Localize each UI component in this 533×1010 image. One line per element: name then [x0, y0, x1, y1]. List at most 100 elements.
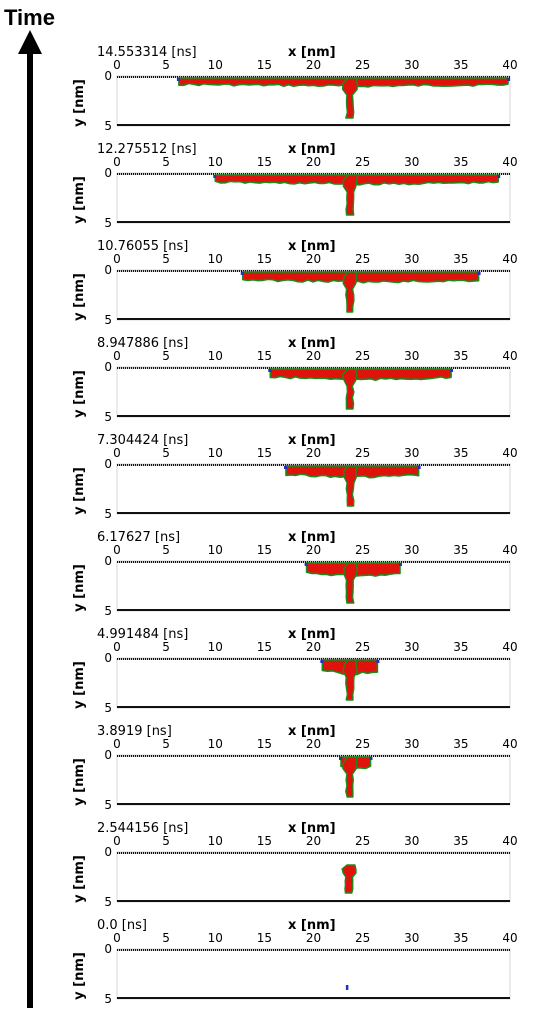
film-layer	[269, 368, 452, 381]
film-tip-left	[320, 660, 324, 663]
x-tick-label: 15	[257, 640, 272, 654]
panel-7: 3.8919 [ns] x [nm] 0 5 10 15 20 25 30 35 40 y [nm] 0…	[72, 724, 518, 812]
y-axis-title: y [nm]	[72, 176, 87, 224]
panel-8: 2.544156 [ns] x [nm] 0 5 10 15 20 25 30 35 40 y [nm…	[72, 821, 518, 909]
y-axis-title: y [nm]	[72, 273, 87, 321]
panel-6: 4.991484 [ns] x [nm] 0 5 10 15 20 25 30 35 40 y [nm…	[72, 627, 518, 715]
x-tick-label: 30	[404, 640, 419, 654]
film-tip-left	[268, 369, 272, 372]
y-tick-label: 5	[104, 992, 112, 1006]
x-tick-label: 5	[162, 349, 170, 363]
y-tick-label: 5	[104, 895, 112, 909]
x-tick-label: 25	[355, 834, 370, 848]
x-tick-label: 35	[453, 834, 468, 848]
plot-frame	[116, 754, 511, 806]
x-tick-label: 20	[306, 58, 321, 72]
x-tick-label: 10	[208, 58, 223, 72]
x-tick-label: 20	[306, 543, 321, 557]
stem-channel	[342, 659, 358, 701]
x-tick-label: 0	[113, 834, 121, 848]
x-tick-label: 30	[404, 834, 419, 848]
x-tick-label: 5	[162, 155, 170, 169]
panel-4: 7.304424 [ns] x [nm] 0 5 10 15 20 25 30 35 40 y [nm…	[72, 433, 518, 521]
x-tick-label: 15	[257, 446, 272, 460]
plot-frame	[116, 851, 511, 903]
x-tick-label: 35	[453, 58, 468, 72]
x-tick-label: 30	[404, 252, 419, 266]
panel-time-label: 2.544156 [ns]	[97, 821, 188, 836]
x-tick-label: 0	[113, 931, 121, 945]
x-tick-label: 40	[502, 58, 517, 72]
x-tick-label: 20	[306, 640, 321, 654]
x-tick-label: 20	[306, 446, 321, 460]
x-tick-label: 40	[502, 446, 517, 460]
panel-time-label: 10.76055 [ns]	[97, 239, 188, 254]
x-tick-label: 35	[453, 252, 468, 266]
x-tick-label: 0	[113, 446, 121, 460]
stem-channel	[342, 368, 358, 410]
x-tick-label: 40	[502, 155, 517, 169]
y-tick-label: 0	[104, 748, 112, 762]
x-tick-label: 30	[404, 446, 419, 460]
x-tick-label: 20	[306, 834, 321, 848]
x-tick-label: 25	[355, 349, 370, 363]
x-tick-label: 10	[208, 931, 223, 945]
x-tick-label: 35	[453, 155, 468, 169]
x-tick-label: 0	[113, 252, 121, 266]
panel-1: 12.275512 [ns] x [nm] 0 5 10 15 20 25 30 35 40 y [n…	[72, 142, 518, 230]
x-tick-label: 40	[502, 834, 517, 848]
y-tick-label: 5	[104, 313, 112, 327]
x-tick-label: 20	[306, 349, 321, 363]
x-tick-label: 15	[257, 58, 272, 72]
x-tick-label: 35	[453, 931, 468, 945]
seed-nucleus	[345, 985, 349, 990]
y-axis-title: y [nm]	[72, 758, 87, 806]
x-tick-label: 5	[162, 931, 170, 945]
x-tick-label: 40	[502, 640, 517, 654]
x-tick-label: 25	[355, 640, 370, 654]
x-axis-title: x [nm]	[288, 142, 336, 157]
x-tick-label: 20	[306, 931, 321, 945]
stem-channel	[341, 864, 357, 894]
y-axis-title: y [nm]	[72, 79, 87, 127]
x-tick-label: 5	[162, 58, 170, 72]
plot-frame	[116, 948, 511, 1000]
x-tick-label: 25	[355, 446, 370, 460]
x-axis-title: x [nm]	[288, 918, 336, 933]
x-tick-label: 5	[162, 252, 170, 266]
stem-channel	[342, 271, 358, 313]
x-tick-label: 10	[208, 252, 223, 266]
y-tick-label: 0	[104, 69, 112, 83]
panel-9: 0.0 [ns] x [nm] 0 5 10 15 20 25 30 35 40 y [nm] 0 5	[72, 918, 518, 1006]
y-axis-title: y [nm]	[72, 661, 87, 709]
panel-2: 10.76055 [ns] x [nm] 0 5 10 15 20 25 30 35 40 y [nm…	[72, 239, 518, 327]
panel-time-label: 7.304424 [ns]	[97, 433, 188, 448]
stem-channel	[343, 562, 358, 604]
x-tick-label: 15	[257, 931, 272, 945]
panel-time-label: 8.947886 [ns]	[97, 336, 188, 351]
panel-time-label: 3.8919 [ns]	[97, 724, 172, 739]
y-axis-title: y [nm]	[72, 952, 87, 1000]
x-tick-label: 35	[453, 737, 468, 751]
film-tip-right	[507, 78, 511, 81]
x-tick-label: 0	[113, 349, 121, 363]
x-tick-label: 0	[113, 737, 121, 751]
x-axis-title: x [nm]	[288, 45, 336, 60]
y-tick-label: 5	[104, 798, 112, 812]
x-tick-label: 15	[257, 737, 272, 751]
panel-time-label: 14.553314 [ns]	[97, 45, 197, 60]
film-tip-right	[497, 175, 501, 178]
x-tick-label: 10	[208, 737, 223, 751]
x-tick-label: 0	[113, 58, 121, 72]
x-tick-label: 25	[355, 155, 370, 169]
x-tick-label: 15	[257, 543, 272, 557]
film-tip-left	[283, 466, 287, 469]
x-tick-label: 30	[404, 543, 419, 557]
x-tick-label: 25	[355, 931, 370, 945]
x-tick-label: 35	[453, 446, 468, 460]
x-tick-label: 10	[208, 155, 223, 169]
x-tick-label: 10	[208, 834, 223, 848]
time-arrow-head	[18, 30, 42, 54]
x-axis-title: x [nm]	[288, 530, 336, 545]
x-axis-title: x [nm]	[288, 724, 336, 739]
